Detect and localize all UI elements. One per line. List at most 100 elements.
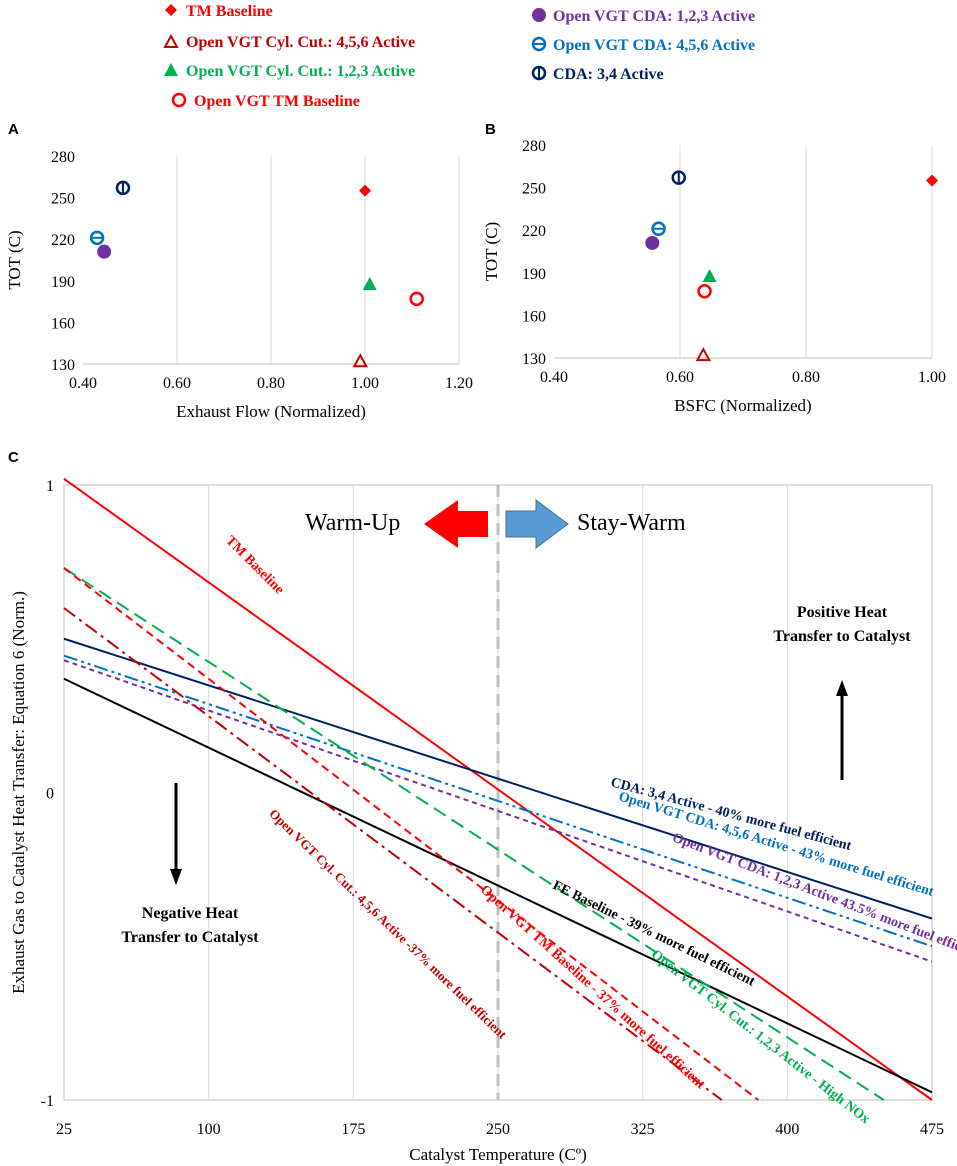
legend-item-cda-456: Open VGT CDA: 4,5,6 Active [531,36,755,54]
data-point-open-vgt-tm-baseline [697,284,712,299]
series-line-open-vgt-tm-baseline [63,567,760,1101]
legend-item-cylcut-456: Open VGT Cyl. Cut.: 4,5,6 Active [163,33,415,51]
data-point-cda-3-4-active [115,180,131,196]
series-label-tm-baseline: TM Baseline [222,533,286,597]
y-tick-label: 160 [522,308,546,325]
x-tick-label: 1.00 [918,369,946,386]
x-tick-label: 1.20 [445,375,473,392]
legend-item-tm-baseline: TM Baseline [165,3,273,20]
y-tick-label: 130 [522,351,546,368]
y-tick-label: 220 [522,223,546,240]
data-point-open-vgt-tm-baseline [409,291,424,307]
x-tick-label: 175 [341,1121,365,1138]
y-axis-label: Exhaust Gas to Catalyst Heat Transfer: E… [9,591,28,994]
panel-letter-a: A [8,121,19,138]
legend: TM Baseline Open VGT Cyl. Cut.: 4,5,6 Ac… [163,3,755,110]
series-line-cda-3-4-active [63,637,933,920]
legend-label: Open VGT CDA: 1,2,3 Active [553,8,755,25]
y-tick-label: 250 [51,191,75,208]
series-label-open-vgt-cyl-cut-4-5-6-active: Open VGT Cyl. Cut.: 4,5,6 Active -37% mo… [266,806,510,1042]
x-tick-label: 100 [197,1121,221,1138]
x-tick-label: 400 [775,1121,799,1138]
negative-heat-label-line2: Transfer to Catalyst [121,929,259,946]
legend-item-cda-123: Open VGT CDA: 1,2,3 Active [532,8,755,25]
open-triangle-marker-icon [352,353,368,368]
legend-item-cylcut-123: Open VGT Cyl. Cut.: 1,2,3 Active [164,63,415,80]
y-tick-label: 280 [522,138,546,155]
y-tick-label: 0 [46,786,54,803]
data-point-open-vgt-cda-1-2-3-active [645,235,660,250]
triangle-marker-icon [362,276,377,290]
panel-letter-b: B [485,121,496,138]
legend-marker-diamond-icon [165,4,177,16]
data-point-open-vgt-cyl-cut-4-5-6-active [352,353,368,368]
series-line-tm-baseline [63,478,933,1101]
data-point-tm-baseline [359,184,371,197]
y-axis-label: TOT (C) [482,222,501,281]
series-line-open-vgt-cyl-cut-1-2-3-active [63,567,885,1101]
x-tick-label: 0.40 [540,369,568,386]
y-tick-label: 220 [51,232,75,249]
panel-letter-c: C [8,449,19,466]
legend-label: Open VGT CDA: 4,5,6 Active [553,37,755,54]
y-tick-label: 130 [51,357,75,374]
filled-circle-marker-icon [97,244,112,259]
warm-up-arrow-icon [424,500,488,548]
stay-warm-label: Stay-Warm [577,510,686,536]
diamond-marker-icon [359,184,371,197]
y-tick-label: 190 [522,266,546,283]
y-tick-label: 190 [51,274,75,291]
legend-item-cda-34: CDA: 3,4 Active [531,65,664,83]
diamond-marker-icon [926,174,938,187]
y-tick-label: 160 [51,315,75,332]
x-tick-label: 0.40 [69,375,97,392]
series-line-open-vgt-cyl-cut-4-5-6-active [63,607,723,1101]
warm-up-label: Warm-Up [305,510,400,536]
stay-warm-arrow-icon [505,499,569,549]
x-tick-label: 475 [920,1121,944,1138]
series-label-cda-3-4-active: CDA: 3,4 Active - 40% more fuel efficien… [609,775,853,854]
legend-label: Open VGT Cyl. Cut.: 1,2,3 Active [186,63,415,80]
x-axis-label: Exhaust Flow (Normalized) [176,402,366,421]
triangle-marker-icon [702,269,717,283]
x-tick-label: 25 [56,1121,72,1138]
data-point-open-vgt-cda-4-5-6-active [651,221,666,237]
legend-label: TM Baseline [186,3,273,20]
open-circle-marker-icon [697,284,712,299]
data-point-open-vgt-cyl-cut-1-2-3-active [362,276,377,290]
y-tick-label: 1 [46,478,54,495]
data-point-open-vgt-cda-4-5-6-active [89,230,105,246]
legend-label: Open VGT Cyl. Cut.: 4,5,6 Active [186,34,415,51]
scatter-chart-b: 0.40 0.60 0.80 1.00 130 160 190 220 250 280 BSFC (… [482,138,946,415]
x-tick-label: 0.60 [163,375,191,392]
x-tick-label: 250 [486,1121,510,1138]
x-tick-label: 325 [631,1121,655,1138]
x-tick-label: 0.80 [792,369,820,386]
line-chart-c: 25 100 175 250 325 400 475 1 0 -1 Catalyst Tempera… [9,478,957,1164]
legend-marker-open-triangle-icon [163,33,179,48]
positive-heat-label-line2: Transfer to Catalyst [773,628,911,645]
negative-heat-label-line1: Negative Heat [142,905,239,922]
y-tick-label: -1 [41,1093,54,1110]
legend-label: CDA: 3,4 Active [553,66,664,83]
data-point-open-vgt-cda-1-2-3-active [97,244,112,259]
x-tick-label: 1.00 [351,375,379,392]
x-tick-label: 0.80 [257,375,285,392]
series-line-open-vgt-cda-4-5-6-active [63,654,933,948]
y-axis-label: TOT (C) [5,230,24,289]
series-line-open-vgt-cda-1-2-3-active [63,659,933,963]
x-tick-label: 0.60 [666,369,694,386]
data-point-tm-baseline [926,174,938,187]
open-triangle-marker-icon [695,347,711,362]
legend-marker-filled-circle-icon [532,8,546,22]
open-circle-marker-icon [409,291,424,307]
up-arrow-icon [836,680,848,696]
series-line-fe-baseline [63,677,933,1094]
data-point-cda-3-4-active [671,170,686,185]
down-arrow-icon [170,869,182,885]
y-tick-label: 280 [51,149,75,166]
x-axis-label: Catalyst Temperature (Cº) [409,1145,587,1164]
legend-item-open-vgt-tm: Open VGT TM Baseline [171,92,360,110]
data-point-open-vgt-cyl-cut-1-2-3-active [702,269,717,283]
data-point-open-vgt-cyl-cut-4-5-6-active [695,347,711,362]
